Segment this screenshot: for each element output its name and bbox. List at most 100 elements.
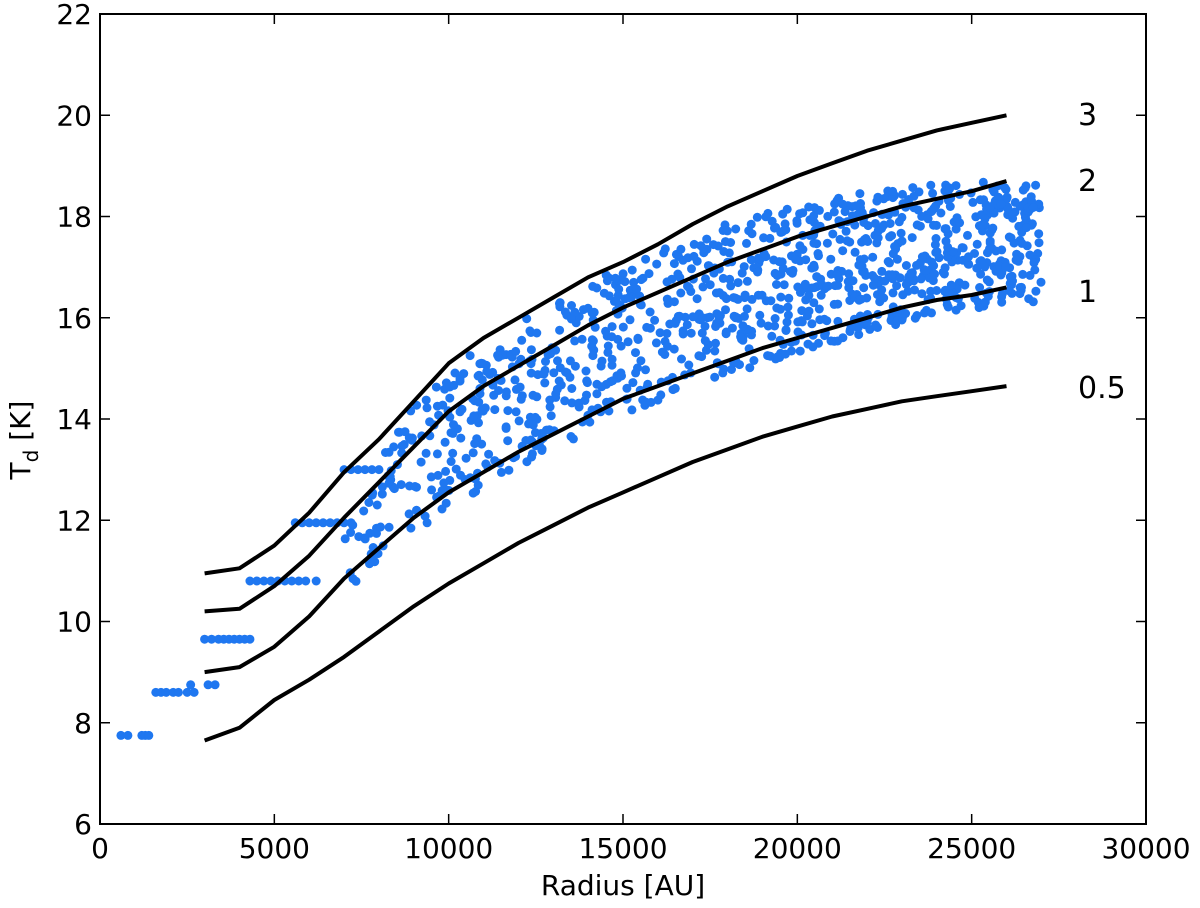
data-point <box>822 238 832 248</box>
data-point <box>870 273 880 283</box>
data-point <box>353 465 363 475</box>
data-point <box>588 351 598 361</box>
data-point <box>910 313 920 323</box>
data-point <box>200 634 210 644</box>
data-point <box>979 195 989 205</box>
data-point <box>1015 289 1025 299</box>
data-point <box>607 322 617 332</box>
data-point <box>755 310 765 320</box>
data-point <box>813 249 823 258</box>
data-point <box>1007 288 1017 298</box>
data-point <box>627 405 637 415</box>
data-point <box>537 446 547 455</box>
data-point <box>610 273 620 283</box>
data-point <box>545 402 555 412</box>
data-point <box>602 276 612 286</box>
data-point <box>888 288 898 298</box>
data-point <box>859 254 869 264</box>
data-point <box>631 368 641 378</box>
data-point <box>625 315 635 325</box>
data-point <box>742 238 751 248</box>
data-point <box>592 389 602 399</box>
data-point <box>838 333 848 343</box>
x-tick-label: 5000 <box>239 832 310 865</box>
data-point <box>841 226 851 236</box>
data-point <box>549 368 559 378</box>
data-point <box>780 219 790 229</box>
data-point <box>422 518 432 528</box>
data-point <box>800 279 810 289</box>
data-point <box>888 186 898 196</box>
data-point <box>189 687 199 697</box>
data-point <box>747 229 757 239</box>
data-point <box>718 368 728 378</box>
data-point <box>955 218 965 228</box>
x-axis-title: Radius [AU] <box>541 869 705 902</box>
y-tick-label: 16 <box>56 302 92 335</box>
data-point <box>997 289 1007 299</box>
data-point <box>923 214 933 224</box>
data-point <box>525 326 535 336</box>
data-point <box>582 376 592 386</box>
y-axis-title-subscript: d <box>19 450 43 463</box>
data-point <box>477 439 487 449</box>
data-point <box>245 634 255 644</box>
data-point <box>1025 270 1035 280</box>
data-point <box>711 338 720 348</box>
plot-frame <box>99 13 1147 825</box>
data-point <box>822 282 832 292</box>
data-point <box>726 281 736 291</box>
data-point <box>456 470 465 480</box>
data-point <box>916 274 926 284</box>
data-point <box>963 230 972 240</box>
data-point <box>565 372 575 382</box>
data-point <box>772 271 782 281</box>
data-point <box>742 304 752 314</box>
data-point <box>657 347 667 357</box>
data-point <box>700 321 710 331</box>
data-point <box>1021 223 1031 233</box>
data-point <box>702 234 712 244</box>
data-point <box>348 574 358 584</box>
data-point <box>746 255 756 265</box>
data-point <box>761 212 771 222</box>
data-point <box>820 331 830 341</box>
data-point <box>644 269 654 279</box>
data-point <box>845 237 855 247</box>
data-point <box>603 341 613 351</box>
data-point <box>770 314 780 323</box>
data-point <box>425 417 435 427</box>
data-point <box>245 576 255 586</box>
data-point <box>927 308 936 318</box>
data-point <box>207 634 217 644</box>
data-point <box>823 211 833 221</box>
data-point <box>816 290 826 300</box>
data-point <box>833 280 843 290</box>
curve-2 <box>204 179 1008 614</box>
data-point <box>877 285 887 295</box>
curve-1 <box>204 285 1007 675</box>
x-tick-label: 20000 <box>753 832 842 865</box>
data-point <box>698 282 708 292</box>
data-point <box>908 183 918 193</box>
data-point <box>826 254 836 264</box>
data-point <box>614 284 624 294</box>
data-point <box>570 307 580 317</box>
data-point <box>669 344 679 354</box>
data-point <box>311 518 321 528</box>
data-point <box>422 403 432 413</box>
data-point <box>780 349 790 359</box>
data-point <box>772 352 782 362</box>
data-point <box>974 303 984 313</box>
data-point <box>1010 197 1020 207</box>
data-point <box>359 506 369 516</box>
data-point <box>365 528 375 538</box>
data-point <box>740 311 749 321</box>
data-point <box>449 420 458 430</box>
data-point <box>873 233 883 243</box>
data-point <box>694 351 704 361</box>
curve-label-0.5: 0.5 <box>1078 371 1126 406</box>
data-point <box>287 576 297 586</box>
data-point <box>616 341 626 351</box>
data-point <box>504 465 514 475</box>
